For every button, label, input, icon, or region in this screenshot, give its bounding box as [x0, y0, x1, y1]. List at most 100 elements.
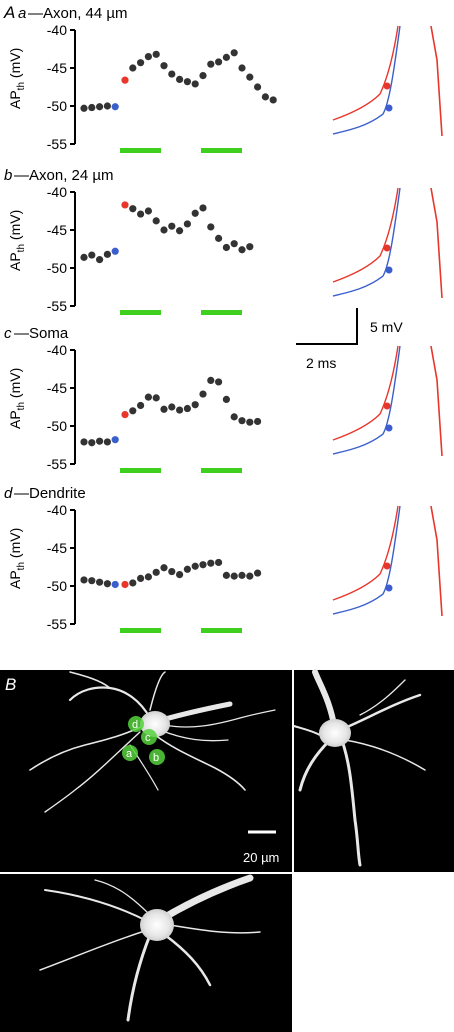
scale-bar: 5 mV 2 ms — [296, 308, 403, 371]
roi-a-label: a — [126, 748, 133, 760]
trace-repolarisation — [430, 505, 443, 617]
y-axis-label: APth (mV) — [7, 528, 27, 589]
data-point — [215, 378, 223, 386]
before-point — [111, 247, 119, 255]
data-point — [230, 49, 238, 57]
chart-d: d —Dendrite-40 -45 -50 -55 APth (mV) — [4, 485, 443, 633]
chart-title: —Axon, 44 µm — [28, 5, 128, 22]
y-tick-label: -55 — [47, 298, 67, 314]
data-point — [238, 64, 246, 72]
data-point — [96, 437, 104, 445]
scale-bar-voltage-label: 5 mV — [370, 319, 403, 335]
data-point — [80, 104, 88, 112]
data-point — [80, 438, 88, 446]
data-point — [168, 403, 176, 411]
soma-bottom — [140, 909, 174, 941]
roi-b — [149, 749, 165, 765]
data-point — [183, 565, 191, 573]
data-point — [176, 75, 184, 83]
stim-bar — [120, 310, 161, 315]
data-point — [191, 209, 199, 217]
data-point — [269, 96, 277, 104]
data-point — [144, 393, 152, 401]
data-point — [199, 390, 207, 398]
stim-bar — [120, 628, 161, 633]
chart-b: b —Axon, 24 µm-40 -45 -50 -55 APth (mV) — [4, 167, 443, 315]
data-point — [80, 253, 88, 261]
chart-a: a —Axon, 44 µm-40 -45 -50 -55 APth (mV) — [7, 5, 443, 153]
data-point — [230, 413, 238, 421]
after-point — [121, 580, 129, 589]
trace-after — [332, 25, 399, 121]
data-point — [191, 562, 199, 570]
stim-bar — [201, 148, 242, 153]
before-point — [111, 580, 119, 589]
y-tick-label: -40 — [47, 184, 67, 200]
image-right — [294, 670, 454, 872]
data-point — [230, 240, 238, 248]
trace-after-threshold — [383, 244, 391, 252]
chart-title-letter: a — [18, 5, 26, 22]
data-point — [238, 246, 246, 254]
data-point — [191, 80, 199, 88]
data-point — [207, 559, 215, 567]
chart-c: c —Soma-40 -45 -50 -55 APth (mV) — [4, 325, 443, 473]
data-point — [137, 574, 145, 583]
data-point — [103, 580, 111, 588]
data-point — [254, 569, 262, 577]
data-point — [144, 53, 152, 61]
data-point — [160, 62, 168, 70]
trace-before-threshold — [385, 584, 393, 592]
stim-bar — [120, 468, 161, 473]
data-point — [176, 406, 184, 414]
image-main — [0, 670, 292, 872]
data-point — [129, 579, 137, 587]
data-point — [176, 571, 184, 579]
data-point — [183, 220, 191, 228]
y-tick-label: -40 — [47, 22, 67, 38]
data-point — [137, 59, 145, 67]
data-point — [222, 53, 230, 61]
data-point — [238, 571, 246, 579]
trace-before-threshold — [385, 424, 393, 432]
y-tick-label: -40 — [47, 342, 67, 358]
stim-bar — [201, 310, 242, 315]
y-tick-label: -55 — [47, 456, 67, 472]
data-point — [137, 401, 145, 410]
data-point — [207, 60, 215, 68]
data-point — [246, 418, 254, 426]
data-point — [168, 222, 176, 230]
data-point — [152, 568, 160, 576]
roi-d — [128, 716, 144, 732]
data-point — [160, 405, 168, 413]
data-point — [183, 78, 191, 86]
data-point — [246, 73, 254, 81]
y-tick-label: -55 — [47, 136, 67, 152]
before-point — [111, 436, 119, 444]
data-point — [254, 83, 262, 91]
data-point — [246, 243, 254, 251]
trace-after-threshold — [383, 82, 391, 90]
trace-before-threshold — [385, 266, 393, 274]
chart-title: —Axon, 24 µm — [14, 167, 114, 184]
data-point — [215, 558, 223, 567]
roi-d-label: d — [132, 719, 138, 731]
data-point — [160, 226, 168, 234]
data-point — [230, 572, 238, 580]
panel-b-images: B a b c d 20 µm — [0, 669, 454, 1032]
data-point — [207, 376, 215, 384]
data-point — [88, 577, 96, 585]
stim-bar — [201, 468, 242, 473]
trace-repolarisation — [430, 345, 443, 457]
data-point — [199, 72, 207, 80]
data-point — [222, 243, 230, 252]
y-axis-label: APth (mV) — [7, 210, 27, 271]
data-point — [96, 578, 104, 586]
data-point — [129, 64, 137, 72]
roi-c-label: c — [145, 732, 151, 744]
data-point — [168, 567, 176, 576]
y-tick-label: -50 — [47, 260, 67, 276]
y-axis-label: APth (mV) — [7, 368, 27, 429]
panel-letter-b: B — [5, 675, 16, 694]
